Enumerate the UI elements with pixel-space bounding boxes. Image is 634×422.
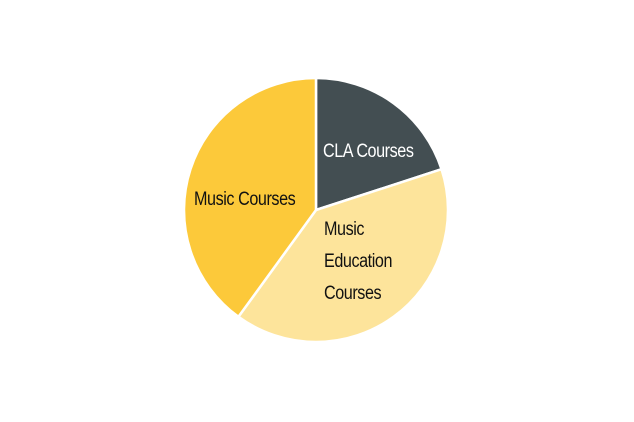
slice-label: Music Courses <box>194 189 296 210</box>
slice-label: Music Education Courses <box>324 219 393 304</box>
pie-slice <box>314 76 443 212</box>
slice-label: CLA Courses <box>323 141 414 162</box>
pie-slice <box>237 167 450 344</box>
pie-slice <box>182 76 318 319</box>
